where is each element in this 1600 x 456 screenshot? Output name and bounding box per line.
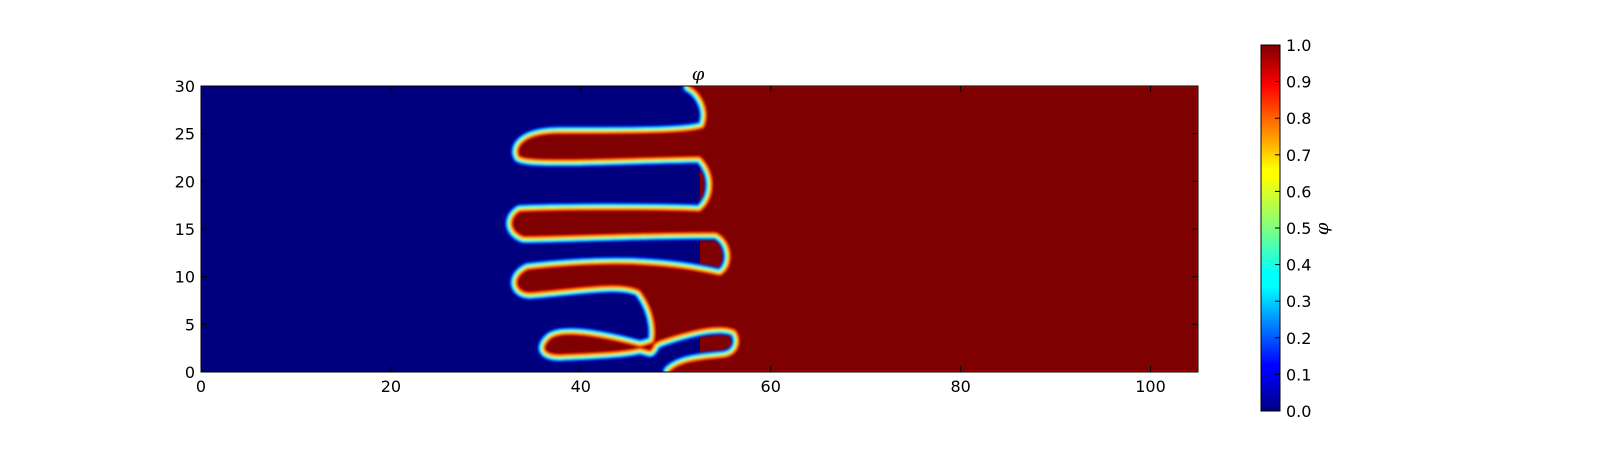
x-tick-label: 100 [1135, 377, 1166, 396]
x-tick-label: 20 [381, 377, 401, 396]
colorbar-tick-label: 1.0 [1286, 36, 1311, 55]
colorbar-tick-label: 0.8 [1286, 109, 1311, 128]
x-tick-label: 80 [950, 377, 970, 396]
y-tick-label: 5 [185, 315, 195, 334]
colorbar-label: φ [1312, 222, 1333, 235]
y-axis: 0 5 10 15 20 25 30 [175, 77, 1198, 382]
x-tick-label: 0 [196, 377, 206, 396]
colorbar: 0.0 0.1 0.2 0.3 0.4 0.5 0.6 0.7 0.8 0.9 1.0 φ [1260, 36, 1333, 421]
colorbar-tick-label: 0.5 [1286, 219, 1311, 238]
colorbar-tick-label: 0.3 [1286, 292, 1311, 311]
colorbar-ticks: 0.0 0.1 0.2 0.3 0.4 0.5 0.6 0.7 0.8 0.9 1.0 [1275, 36, 1311, 421]
y-tick-label: 10 [175, 268, 195, 287]
colorbar-tick-label: 0.0 [1286, 402, 1311, 421]
interface-main-body [512, 86, 1198, 372]
x-tick-label: 40 [571, 377, 591, 396]
colorbar-tick-label: 0.9 [1286, 73, 1311, 92]
y-tick-label: 30 [175, 77, 195, 96]
interface-fingers [504, 86, 1198, 372]
y-tick-label: 25 [175, 125, 195, 144]
heatmap-field [201, 86, 1198, 372]
chart-title: φ [692, 64, 705, 85]
colorbar-tick-label: 0.2 [1286, 329, 1311, 348]
y-tick-label: 20 [175, 172, 195, 191]
colorbar-tick-label: 0.4 [1286, 256, 1311, 275]
colorbar-tick-label: 0.6 [1286, 182, 1311, 201]
colorbar-tick-label: 0.1 [1286, 365, 1311, 384]
x-tick-label: 60 [761, 377, 781, 396]
y-tick-label: 0 [185, 363, 195, 382]
y-tick-label: 15 [175, 220, 195, 239]
x-axis: 0 20 40 60 80 100 [196, 86, 1166, 396]
colorbar-tick-label: 0.7 [1286, 146, 1311, 165]
